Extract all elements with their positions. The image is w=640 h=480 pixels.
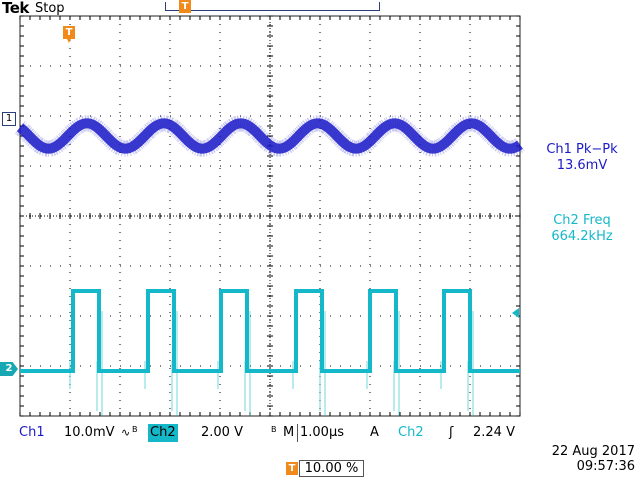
ch2-waveform-fringe xyxy=(69,311,474,416)
ch1-scale[interactable]: 10.0mV xyxy=(64,425,115,440)
horizontal-position-icon: T xyxy=(179,0,191,13)
record-position-bar[interactable] xyxy=(165,2,380,11)
trigger-position-icon: T xyxy=(286,462,298,475)
measurement-ch1-pkpk: Ch1 Pk−Pk 13.6mV xyxy=(527,142,637,174)
timebase-value[interactable]: 1.00µs xyxy=(297,424,344,442)
trigger-level-icon xyxy=(512,308,519,318)
trigger-slope-icon: ʃ xyxy=(449,425,454,440)
timebase-label: M xyxy=(283,425,295,440)
ch1-coupling-icon: ∿ xyxy=(121,426,131,439)
ch2-label[interactable]: Ch2 xyxy=(148,424,178,442)
timestamp: 22 Aug 2017 09:57:36 xyxy=(535,444,635,474)
measurement-value: 664.2kHz xyxy=(551,229,613,244)
ch1-waveform-noise xyxy=(15,115,525,157)
measurement-label: Ch2 Freq xyxy=(553,213,611,228)
trigger-mode: A xyxy=(370,425,379,440)
ch2-scale[interactable]: 2.00 V xyxy=(201,425,243,440)
status-bar: Ch1 10.0mV ∿ B Ch2 2.00 V B M 1.00µs A C… xyxy=(18,424,524,442)
brand-logo: Tek xyxy=(2,0,29,17)
ch2-waveform xyxy=(20,289,520,373)
trigger-level[interactable]: 2.24 V xyxy=(473,425,515,440)
date: 22 Aug 2017 xyxy=(551,444,635,459)
ch2-bandwidth-icon: B xyxy=(271,425,277,434)
trigger-position-value[interactable]: 10.00 % xyxy=(299,460,364,477)
time: 09:57:36 xyxy=(576,459,635,474)
measurement-ch2-freq: Ch2 Freq 664.2kHz xyxy=(527,213,637,245)
ch1-label[interactable]: Ch1 xyxy=(19,425,45,440)
trigger-position-icon: T xyxy=(63,26,75,43)
measurement-label: Ch1 Pk−Pk xyxy=(546,142,618,157)
ch1-waveform xyxy=(16,118,524,154)
acquisition-status: Stop xyxy=(35,1,65,16)
measurement-value: 13.6mV xyxy=(556,158,608,173)
ch1-bandwidth-icon: B xyxy=(132,425,138,434)
ch2-ground-marker: 2 xyxy=(0,362,18,376)
trigger-source[interactable]: Ch2 xyxy=(398,425,424,440)
ch1-ground-marker: 1 xyxy=(2,112,16,126)
